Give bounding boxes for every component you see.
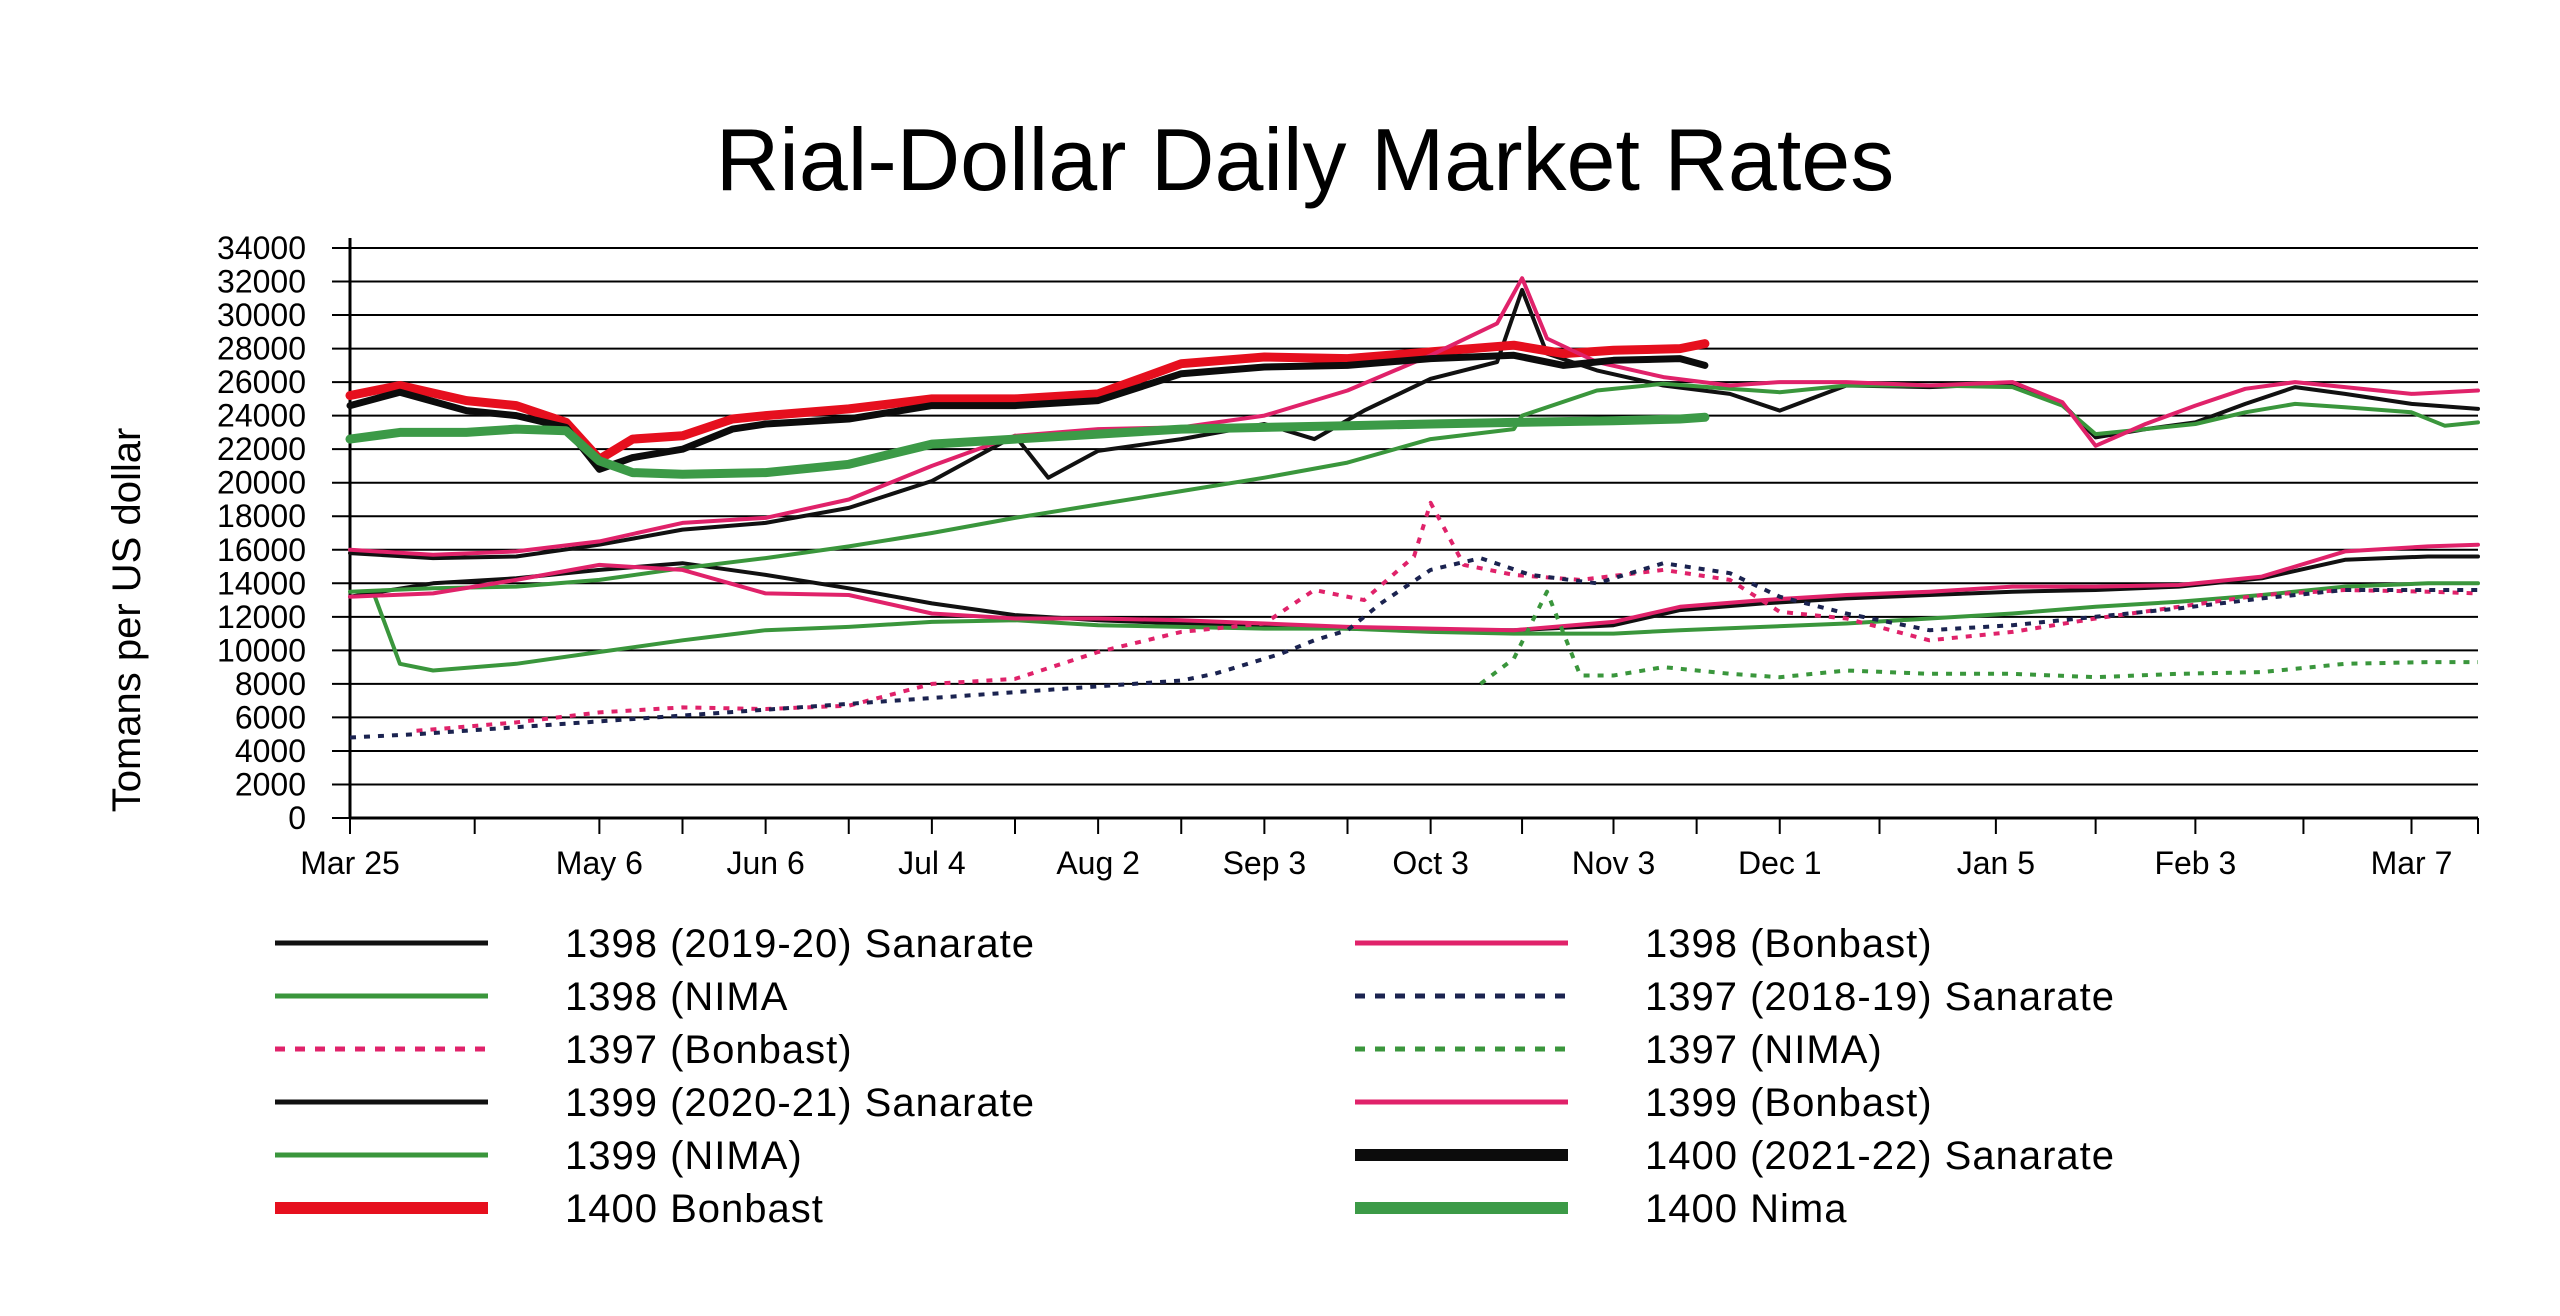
x-tick-label: Jul 4 [898, 845, 966, 881]
legend-label: 1399 (NIMA) [565, 1134, 803, 1178]
legend-label: 1398 (2019-20) Sanarate [565, 922, 1035, 966]
gridlines [350, 247, 2478, 819]
y-tick-label: 8000 [235, 666, 306, 702]
x-tick-labels: Mar 25 May 6 Jun 6 Jul 4 Aug 2 Sep 3 Oct 3 Nov … [300, 845, 2452, 881]
y-tick-label: 6000 [235, 699, 306, 735]
legend-label: 1397 (NIMA) [1645, 1028, 1883, 1072]
series-lines [345, 276, 2480, 740]
y-tick-label: 4000 [235, 733, 306, 769]
series-line [349, 556, 2478, 740]
y-tick-label: 34000 [217, 230, 306, 266]
chart-title: Rial-Dollar Daily Market Rates [716, 110, 1895, 209]
y-tick-label: 22000 [217, 431, 306, 467]
x-tick-label: Jan 5 [1957, 845, 2035, 881]
y-tick-label: 18000 [217, 498, 306, 534]
series-line [345, 412, 1710, 479]
y-tick-label: 16000 [217, 532, 306, 568]
y-tick-labels: 0200040006000800010000120001400016000180… [217, 230, 306, 836]
y-tick-label: 12000 [217, 599, 306, 635]
legend-label: 1398 (NIMA [565, 975, 788, 1019]
x-tick-label: Mar 7 [2371, 845, 2453, 881]
series-line [1479, 589, 2478, 686]
series-line [348, 276, 2480, 557]
x-tick-label: Oct 3 [1392, 845, 1468, 881]
y-tick-label: 14000 [217, 565, 306, 601]
legend-label: 1400 Bonbast [565, 1187, 824, 1231]
y-tick-label: 20000 [217, 465, 306, 501]
legend: 1398 (2019-20) Sanarate 1398 (NIMA 1397 (B… [275, 922, 2115, 1231]
axes [332, 238, 2479, 834]
series-line [348, 381, 2480, 594]
series-line [348, 542, 2480, 633]
legend-label: 1400 (2021-22) Sanarate [1645, 1134, 2115, 1178]
x-tick-label: Mar 25 [300, 845, 400, 881]
series-line [372, 581, 2480, 673]
x-tick-label: Dec 1 [1738, 845, 1822, 881]
y-tick-label: 24000 [217, 398, 306, 434]
series-line [346, 351, 1709, 473]
legend-label: 1399 (Bonbast) [1645, 1081, 1933, 1125]
legend-label: 1400 Nima [1645, 1187, 1847, 1231]
legend-label: 1397 (Bonbast) [565, 1028, 853, 1072]
y-tick-label: 10000 [217, 632, 306, 668]
y-tick-label: 28000 [217, 331, 306, 367]
y-tick-label: 26000 [217, 364, 306, 400]
y-tick-label: 0 [288, 800, 306, 836]
series-line [345, 339, 1710, 464]
x-tick-label: Sep 3 [1223, 845, 1307, 881]
x-tick-label: Nov 3 [1572, 845, 1656, 881]
legend-label: 1399 (2020-21) Sanarate [565, 1081, 1035, 1125]
x-tick-label: Aug 2 [1056, 845, 1140, 881]
x-tick-label: Jun 6 [726, 845, 804, 881]
y-tick-label: 32000 [217, 264, 306, 300]
y-tick-label: 2000 [235, 766, 306, 802]
y-axis-label: Tomans per US dollar [105, 428, 149, 813]
x-tick-label: May 6 [556, 845, 643, 881]
x-tick-label: Feb 3 [2154, 845, 2236, 881]
y-tick-label: 30000 [217, 297, 306, 333]
legend-label: 1397 (2018-19) Sanarate [1645, 975, 2115, 1019]
legend-label: 1398 (Bonbast) [1645, 922, 1933, 966]
